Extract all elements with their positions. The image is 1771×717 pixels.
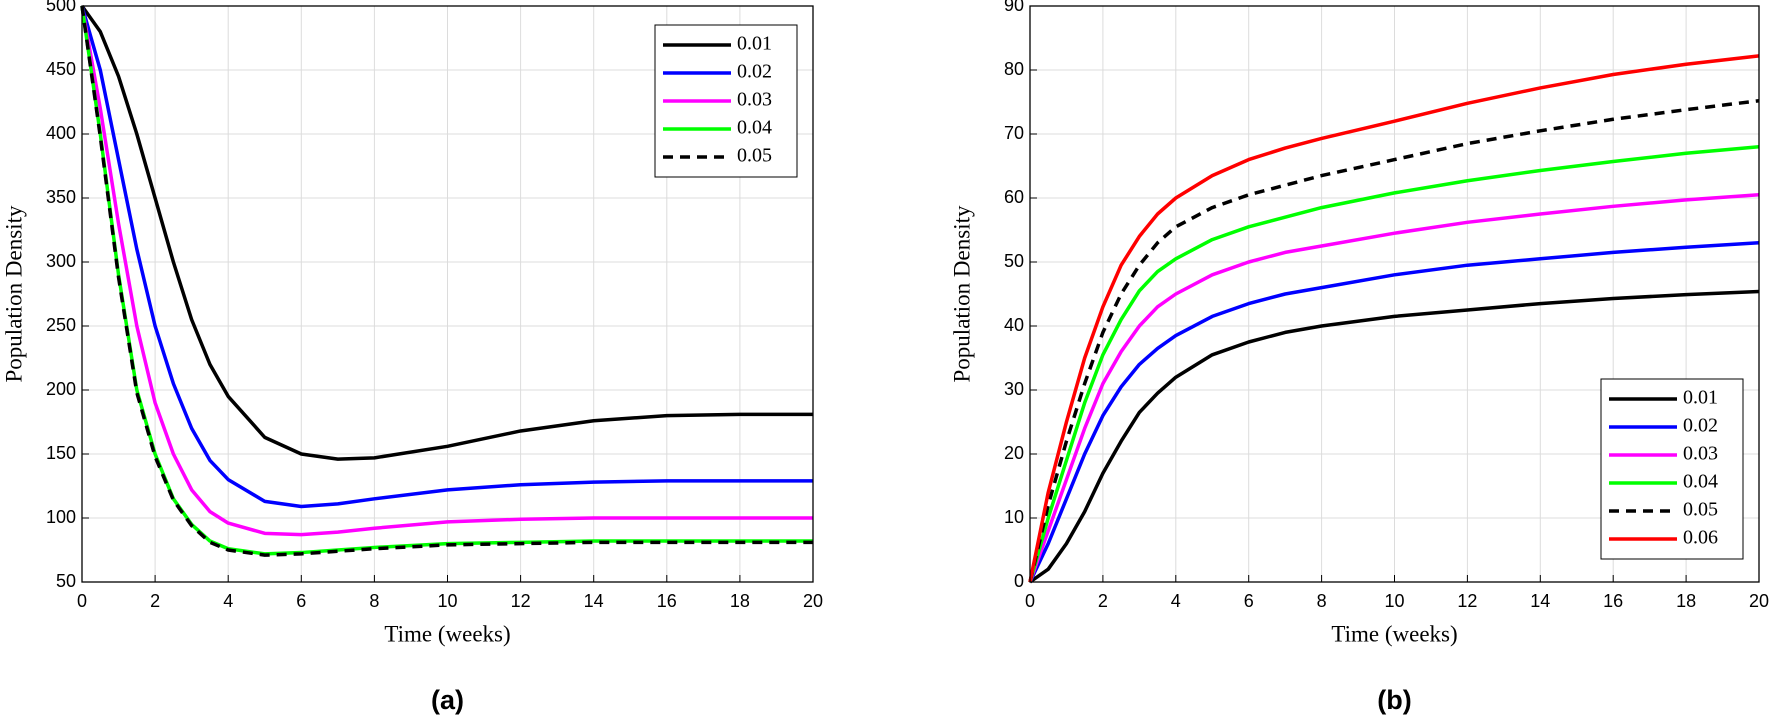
plot-frame [81,5,814,583]
panel-caption: (a) [431,685,464,715]
x-tick-label: 20 [803,591,823,611]
x-axis-label: Time (weeks) [384,621,510,646]
x-tick-label: 14 [584,591,604,611]
line [1028,241,1760,583]
x-tick-label: 6 [1244,591,1254,611]
legend-label: 0.01 [737,33,772,55]
legend-box [1600,378,1744,560]
x-tick-label: 16 [1603,591,1623,611]
x-tick-label: 12 [511,591,531,611]
y-tick-label: 30 [1004,379,1024,399]
x-tick-label: 14 [1530,591,1550,611]
x-tick-label: 0 [77,591,87,611]
x-tick-label: 10 [437,591,457,611]
y-tick-label: 90 [1004,0,1024,15]
y-tick-label: 20 [1004,443,1024,463]
y-tick-label: 250 [46,315,76,335]
legend-label: 0.03 [1683,443,1718,465]
y-tick-label: 0 [1014,571,1024,591]
legend-label: 0.02 [737,61,772,83]
y-tick-label: 300 [46,251,76,271]
y-tick-label: 10 [1004,507,1024,527]
y-tick-label: 100 [46,507,76,527]
x-axis-label: Time (weeks) [1331,621,1457,646]
x-tick-label: 0 [1025,591,1035,611]
y-tick-label: 50 [1004,251,1024,271]
line [1028,54,1760,583]
legend-label: 0.03 [737,89,772,111]
y-tick-label: 150 [46,443,76,463]
y-axis-label: Population Density [1,205,26,382]
y-tick-label: 450 [46,59,76,79]
x-tick-label: 10 [1384,591,1404,611]
x-tick-label: 8 [1317,591,1327,611]
y-tick-label: 70 [1004,123,1024,143]
line [80,5,813,557]
x-tick-label: 18 [730,591,750,611]
line [80,5,813,509]
line [80,5,813,537]
x-tick-label: 2 [150,591,160,611]
y-tick-label: 80 [1004,59,1024,79]
legend-label: 0.05 [1683,499,1718,521]
panel-caption: (b) [1377,685,1411,715]
legend-label: 0.04 [737,117,772,139]
y-tick-label: 200 [46,379,76,399]
x-tick-label: 2 [1098,591,1108,611]
line [1028,145,1760,583]
x-tick-label: 20 [1749,591,1769,611]
line [1028,98,1760,583]
y-tick-label: 40 [1004,315,1024,335]
x-tick-label: 12 [1457,591,1477,611]
x-tick-label: 8 [369,591,379,611]
plot-frame [1029,5,1760,583]
legend-label: 0.04 [1683,471,1718,493]
line [1028,193,1760,583]
x-tick-label: 16 [657,591,677,611]
line [1028,289,1760,584]
legend-label: 0.05 [737,145,772,167]
x-tick-label: 4 [1171,591,1181,611]
line [80,4,813,461]
legend-label: 0.01 [1683,387,1718,409]
legend-label: 0.02 [1683,415,1718,437]
y-tick-label: 350 [46,187,76,207]
y-tick-label: 400 [46,123,76,143]
y-tick-label: 500 [46,0,76,15]
y-tick-label: 50 [56,571,76,591]
legend-label: 0.06 [1683,527,1718,549]
y-tick-label: 60 [1004,187,1024,207]
x-tick-label: 18 [1676,591,1696,611]
y-axis-label: Population Density [949,205,974,382]
x-tick-label: 6 [296,591,306,611]
x-tick-label: 4 [223,591,233,611]
